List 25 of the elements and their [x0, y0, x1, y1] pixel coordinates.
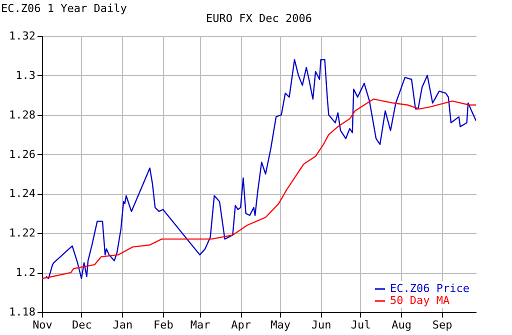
y-tick-label: 1.28	[9, 108, 36, 122]
x-tick-label: Mar	[190, 318, 211, 332]
x-tick-label: Apr	[231, 318, 252, 332]
x-tick-label: May	[270, 318, 291, 332]
legend-label: EC.Z06 Price	[390, 282, 470, 295]
y-tick-label: 1.26	[9, 148, 36, 161]
x-tick-label: Feb	[154, 318, 174, 332]
x-tick-label: Dec	[72, 318, 92, 332]
y-tick-label: 1.2	[16, 266, 36, 280]
chart-title: EURO FX Dec 2006	[206, 12, 312, 25]
x-tick-label: Jun	[311, 318, 332, 332]
x-tick-label: Jan	[112, 318, 133, 332]
x-tick-label: Sep	[432, 318, 452, 332]
y-tick-label: 1.22	[9, 226, 36, 240]
legend-label: 50 Day MA	[390, 294, 450, 307]
x-tick-label: Jul	[350, 318, 371, 332]
y-tick-label: 1.3	[16, 68, 36, 82]
y-tick-label: 1.32	[9, 30, 36, 42]
line-series	[42, 98, 476, 280]
x-tick-label: Aug	[392, 318, 412, 332]
y-tick-label: 1.24	[9, 187, 36, 200]
y-tick-label: 1.18	[9, 306, 36, 318]
x-tick-label: Nov	[32, 318, 53, 332]
text: EC.Z06 1 Year Daily	[1, 2, 127, 15]
line-series	[45, 59, 476, 280]
